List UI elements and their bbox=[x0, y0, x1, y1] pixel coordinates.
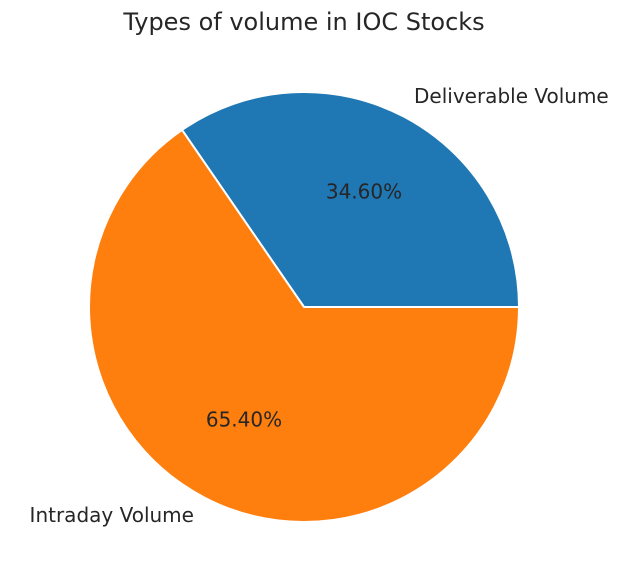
chart-title: Types of volume in IOC Stocks bbox=[122, 8, 484, 36]
pie-label-deliverable-volume: Deliverable Volume bbox=[414, 84, 609, 108]
pie-slices bbox=[89, 92, 519, 522]
pie-label-intraday-volume: Intraday Volume bbox=[30, 503, 194, 527]
pie-value-label-intraday-volume: 65.40% bbox=[206, 408, 282, 432]
pie-value-label-deliverable-volume: 34.60% bbox=[326, 179, 402, 203]
